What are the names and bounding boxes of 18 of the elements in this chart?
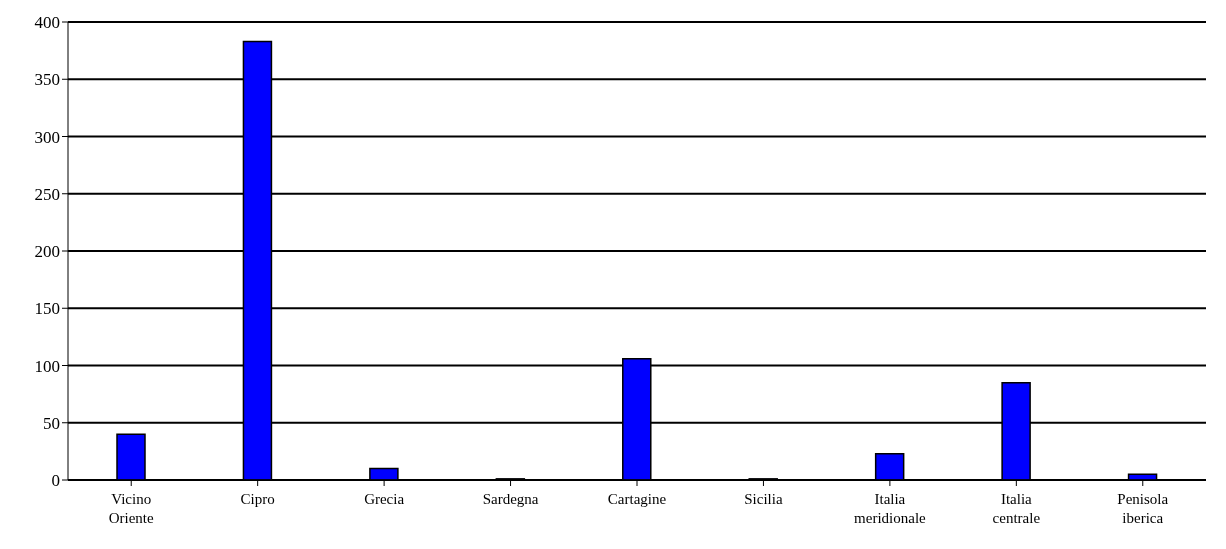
x-tick-label: Cipro — [240, 491, 275, 507]
y-tick-label: 250 — [34, 184, 60, 204]
y-tick-label: 150 — [34, 299, 60, 319]
y-tick-label: 350 — [34, 70, 60, 90]
x-tick-label: Penisola iberica — [1117, 491, 1169, 526]
y-tick-label: 50 — [43, 413, 60, 433]
y-tick-label: 300 — [34, 127, 60, 147]
y-tick-label: 400 — [34, 13, 60, 33]
x-tick-label: Italia centrale — [992, 491, 1041, 526]
x-tick-label: Grecia — [364, 491, 405, 507]
x-tick-label: Vicino Oriente — [108, 491, 155, 526]
x-tick-label: Sardegna — [482, 491, 539, 507]
y-tick-label: 0 — [51, 471, 60, 491]
x-tick-label: Cartagine — [607, 491, 667, 507]
x-tick-label: Italia meridionale — [854, 491, 927, 526]
y-tick-label: 200 — [34, 242, 60, 262]
x-tick-label: Sicilia — [744, 491, 783, 507]
y-tick-label: 100 — [34, 356, 60, 376]
